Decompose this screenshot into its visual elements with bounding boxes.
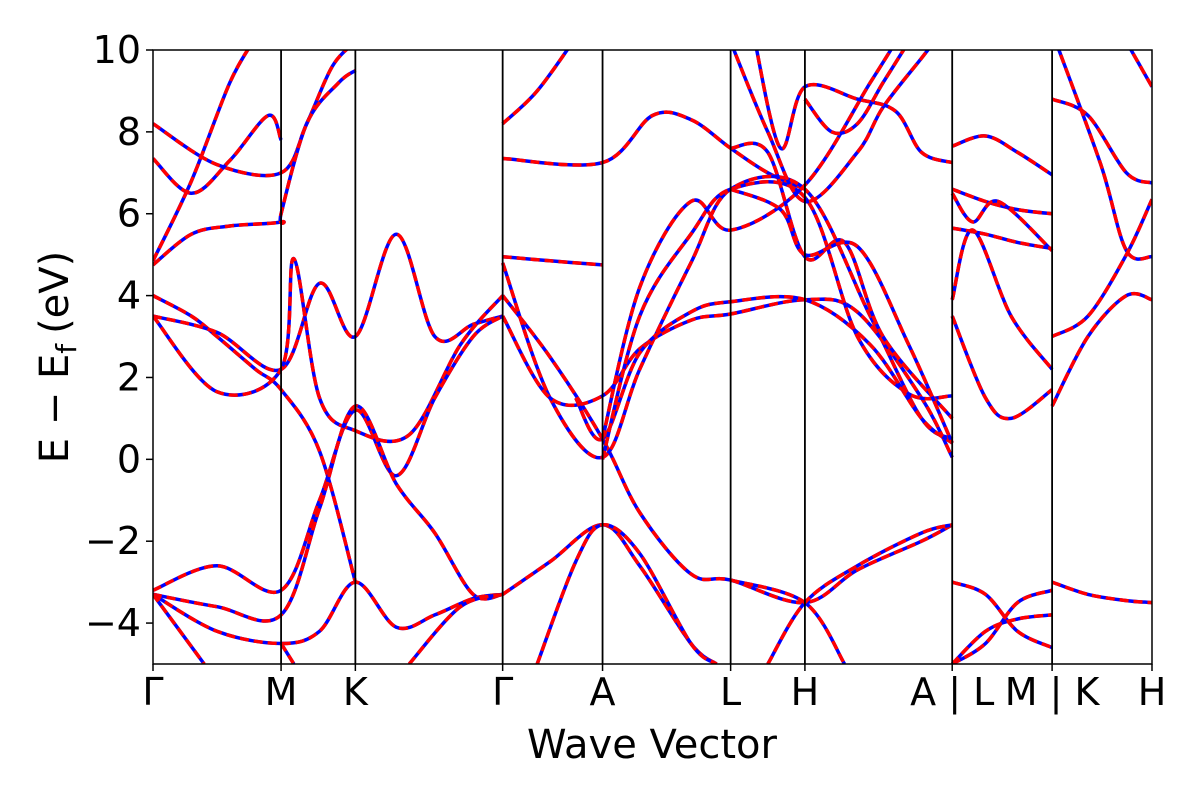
band-line-blue-42 (1050, 291, 1152, 407)
y-tick-label: 2 (117, 355, 141, 399)
band-line-blue-28 (729, 187, 954, 444)
band-line-blue-19 (501, 174, 954, 460)
band-line-blue-8 (153, 404, 504, 623)
band-line-red-10 (153, 593, 206, 664)
band-line-red-15 (501, 50, 570, 125)
bands-layer (153, 50, 1152, 664)
band-line-blue-9 (153, 580, 503, 646)
y-axis-label-main: E − E (32, 354, 78, 464)
y-tick-label: 0 (117, 437, 141, 481)
band-line-red-12 (407, 592, 504, 664)
band-line-red-26 (754, 50, 953, 165)
band-line-red-24 (732, 50, 931, 204)
band-line-red-8 (153, 404, 504, 623)
band-line-red-16 (501, 294, 954, 605)
band-line-blue-4 (153, 294, 358, 583)
band-line-red-3 (153, 69, 357, 267)
band-line-red-27 (803, 50, 906, 136)
high-symmetry-lines (280, 50, 1053, 664)
band-line-red-1 (153, 113, 283, 196)
band-line-red-13 (502, 254, 603, 267)
x-tick-label: M (265, 670, 298, 714)
y-axis-label-subscript: f (50, 343, 83, 354)
band-line-red-31 (951, 134, 1054, 177)
band-line-red-4 (153, 294, 358, 583)
x-tick-label: A (590, 670, 616, 714)
band-line-blue-3 (153, 69, 357, 267)
band-line-blue-5 (153, 232, 504, 373)
band-line-red-44 (1051, 580, 1152, 605)
x-axis-label: Wave Vector (527, 722, 778, 768)
band-line-red-36 (950, 315, 1054, 421)
y-axis-ticks: −4 −2 0 2 4 6 8 10 (85, 28, 153, 645)
band-line-blue-17 (501, 523, 718, 664)
band-line-red-40 (1051, 97, 1152, 185)
band-line-red-45 (1129, 50, 1152, 88)
band-line-red-28 (729, 187, 954, 444)
y-tick-label: −4 (85, 601, 141, 645)
band-line-red-43 (1051, 198, 1152, 339)
band-line-red-20 (501, 297, 954, 459)
band-line-blue-41 (1057, 50, 1152, 261)
y-tick-label: 6 (117, 192, 141, 236)
x-tick-label: K (343, 670, 369, 714)
x-tick-label: Γ (492, 670, 513, 714)
band-line-red-42 (1050, 291, 1152, 407)
band-line-red-17 (501, 523, 718, 664)
y-tick-label: −2 (85, 519, 141, 563)
band-line-red-7 (153, 314, 504, 595)
band-line-blue-38 (951, 588, 1053, 664)
band-line-red-39 (950, 613, 1053, 664)
y-axis-label-unit: (eV) (32, 251, 78, 334)
band-line-red-41 (1057, 50, 1152, 261)
x-tick-label: L (720, 670, 741, 714)
band-line-red-25 (730, 141, 954, 420)
band-line-blue-23 (600, 50, 893, 440)
y-tick-label: 8 (117, 110, 141, 154)
plot-frame (152, 49, 1153, 665)
band-line-red-30 (766, 523, 953, 664)
x-tick-label: H (791, 670, 820, 714)
band-line-blue-35 (950, 228, 1054, 371)
band-line-blue-7 (153, 314, 504, 595)
band-line-red-22 (600, 180, 953, 460)
band-line-red-32 (951, 187, 1053, 216)
band-line-red-19 (501, 174, 954, 460)
x-tick-label: M | K (1005, 670, 1101, 715)
band-line-blue-22 (600, 180, 953, 460)
x-tick-label: H (1138, 670, 1167, 714)
band-line-red-34 (951, 226, 1053, 251)
band-line-red-33 (950, 192, 1054, 252)
band-line-red-37 (951, 580, 1053, 650)
band-line-red-0 (153, 50, 349, 178)
band-line-blue-44 (1051, 580, 1152, 605)
y-axis-label: E − Ef (eV) (32, 251, 83, 464)
band-line-blue-30 (766, 523, 953, 664)
y-tick-label: 10 (93, 28, 141, 72)
band-line-red-18 (535, 523, 718, 664)
band-line-blue-0 (153, 50, 349, 178)
band-line-red-2 (153, 50, 250, 262)
band-line-red-5 (153, 232, 504, 373)
band-line-blue-36 (950, 315, 1054, 421)
band-line-blue-27 (803, 50, 906, 136)
band-line-red-38 (951, 588, 1053, 664)
x-tick-label: A | L (910, 670, 994, 715)
band-line-red-14 (502, 110, 806, 191)
band-line-red-23 (600, 50, 893, 440)
band-line-red-9 (153, 580, 503, 646)
band-line-blue-25 (730, 141, 954, 420)
y-tick-label: 4 (117, 274, 141, 318)
x-tick-label: Γ (142, 670, 163, 714)
band-line-red-6 (153, 257, 505, 444)
